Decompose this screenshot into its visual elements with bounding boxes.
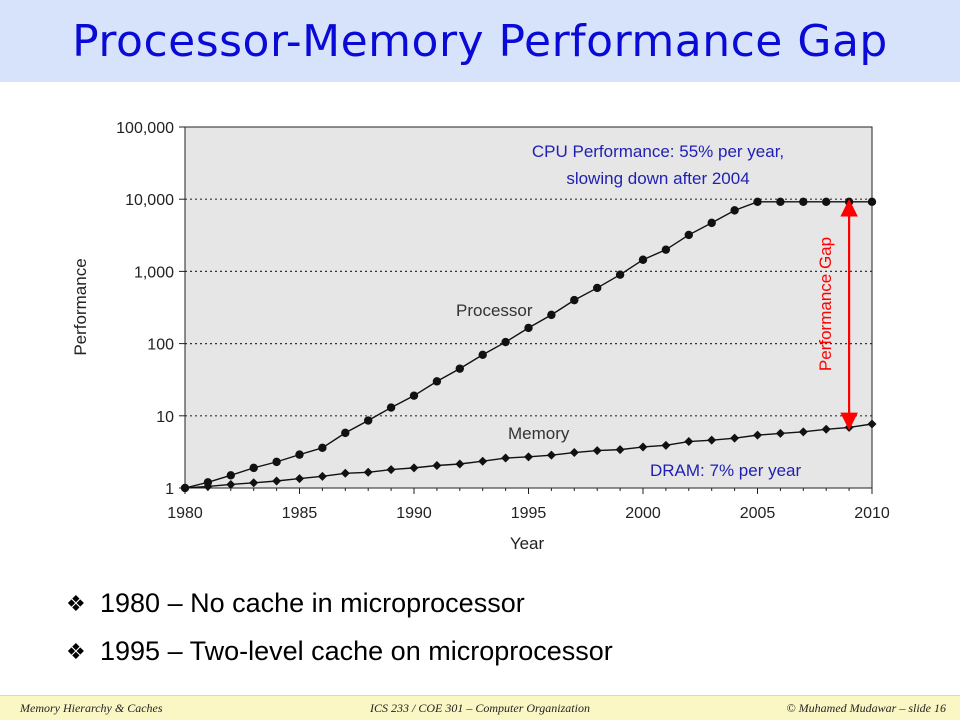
data-point-processor	[753, 197, 762, 207]
data-point-memory	[249, 478, 259, 488]
data-point-memory	[478, 456, 488, 466]
data-point-processor	[730, 206, 739, 215]
y-tick-label: 10	[156, 409, 174, 426]
data-point-memory	[386, 465, 396, 475]
data-point-memory	[524, 452, 533, 462]
data-point-processor	[432, 377, 442, 386]
footer-center: ICS 233 / COE 301 – Computer Organizatio…	[370, 701, 590, 715]
data-point-processor	[684, 230, 693, 240]
x-tick-label: 1980	[167, 505, 203, 522]
x-axis-title: Year	[510, 534, 545, 553]
footer-right: © Muhamed Mudawar – slide 16	[786, 701, 946, 715]
data-point-memory	[569, 448, 579, 458]
data-point-processor	[844, 197, 854, 207]
data-point-processor	[249, 463, 258, 473]
data-point-processor	[364, 416, 373, 425]
data-point-processor	[547, 310, 556, 320]
data-point-memory	[272, 476, 282, 486]
y-tick-label: 1,000	[134, 264, 174, 281]
data-point-memory	[295, 474, 304, 484]
data-point-memory	[661, 440, 671, 450]
slide-title: Processor-Memory Performance Gap	[72, 15, 888, 67]
data-point-processor	[295, 450, 304, 459]
performance-chart: 1 10 100 1,000 10,000 100,000 1980 1985 1990 1995…	[71, 120, 890, 553]
data-point-processor	[455, 364, 464, 373]
data-point-memory	[455, 459, 465, 469]
x-tick-label: 2005	[740, 505, 776, 522]
bullet-text-2: 1995 – Two-level cache on microprocessor	[100, 636, 613, 666]
data-point-memory	[753, 430, 762, 440]
data-point-memory	[340, 468, 350, 478]
data-point-memory	[432, 460, 442, 470]
bullet-item-1: ❖ 1980 – No cache in microprocessor	[66, 588, 525, 619]
data-point-memory	[363, 467, 373, 477]
y-tick-label: 10,000	[125, 192, 174, 209]
bullet-item-2: ❖ 1995 – Two-level cache on microprocess…	[66, 636, 613, 667]
data-point-memory	[409, 463, 419, 473]
data-point-memory	[501, 453, 511, 463]
x-tick-label: 2010	[854, 505, 890, 522]
data-point-memory	[775, 428, 785, 438]
data-point-processor	[799, 197, 808, 207]
series-label-processor: Processor	[456, 301, 533, 320]
cpu-annotation-line2: slowing down after 2004	[566, 169, 749, 188]
data-point-memory	[615, 445, 625, 455]
data-point-processor	[318, 443, 327, 453]
y-tick-label: 100,000	[116, 120, 174, 137]
data-point-processor	[615, 270, 625, 279]
performance-gap-label: Performance Gap	[816, 237, 835, 371]
data-point-processor	[341, 428, 350, 438]
x-tick-label: 2000	[625, 505, 661, 522]
data-point-processor	[638, 255, 648, 264]
data-point-memory	[226, 479, 236, 489]
bullet-text-1: 1980 – No cache in microprocessor	[100, 588, 525, 618]
data-point-processor	[226, 471, 235, 480]
data-point-memory	[592, 446, 602, 456]
data-point-memory	[821, 424, 831, 434]
plot-area	[185, 127, 872, 488]
footer-left: Memory Hierarchy & Caches	[20, 701, 163, 715]
data-point-processor	[501, 337, 510, 347]
slide-footer: Memory Hierarchy & Caches ICS 233 / COE …	[0, 695, 960, 720]
data-point-memory	[638, 442, 648, 452]
dram-annotation: DRAM: 7% per year	[650, 461, 801, 480]
x-tick-label: 1985	[282, 505, 318, 522]
diamond-bullet-icon: ❖	[66, 590, 86, 616]
x-tick-label: 1995	[511, 505, 547, 522]
data-point-memory	[730, 433, 740, 443]
data-point-processor	[593, 283, 602, 293]
data-point-memory	[684, 437, 694, 447]
data-point-memory	[317, 471, 327, 481]
data-point-processor	[661, 245, 671, 254]
data-point-memory	[203, 481, 213, 491]
data-point-processor	[524, 323, 533, 333]
y-axis-title: Performance	[71, 258, 90, 355]
x-tick-label: 1990	[396, 505, 432, 522]
cpu-annotation-line1: CPU Performance: 55% per year,	[532, 142, 784, 161]
data-point-memory	[798, 427, 808, 437]
data-point-processor	[386, 403, 396, 412]
data-point-processor	[409, 391, 419, 400]
plot-border	[184, 126, 873, 489]
data-point-processor	[272, 457, 281, 467]
diamond-bullet-icon: ❖	[66, 638, 86, 664]
y-tick-label: 1	[165, 481, 174, 498]
data-point-processor	[478, 350, 487, 359]
data-point-processor	[822, 197, 831, 207]
data-point-memory	[546, 450, 556, 460]
series-label-memory: Memory	[508, 424, 570, 443]
title-bar	[0, 0, 960, 82]
data-point-processor	[867, 197, 877, 207]
data-point-memory	[867, 419, 877, 429]
data-point-memory	[707, 435, 717, 445]
data-point-processor	[707, 218, 716, 228]
data-point-memory	[180, 483, 190, 493]
data-point-processor	[570, 295, 579, 305]
data-point-processor	[776, 197, 785, 207]
y-tick-label: 100	[147, 337, 174, 354]
